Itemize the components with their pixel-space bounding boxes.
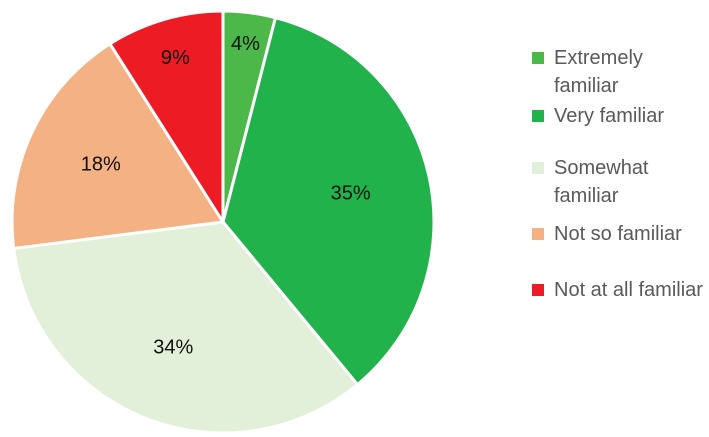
legend-swatch-extremely-familiar: [532, 52, 544, 64]
legend-swatch-not-so-familiar: [532, 228, 544, 240]
legend-item-not-so-familiar: Not so familiar: [530, 220, 705, 248]
pie-slice-not-at-all-familiar: [108, 9, 225, 224]
legend-item-somewhat-familiar: Somewhat familiar: [530, 154, 705, 210]
data-label-not-so-familiar: 18%: [81, 154, 121, 176]
pie-slice-not-so-familiar: [10, 42, 225, 250]
legend-swatch-very-familiar: [532, 110, 544, 122]
data-label-not-at-all-familiar: 9%: [161, 47, 190, 69]
legend-item-extremely-familiar: Extremely familiar: [530, 44, 705, 100]
legend-item-very-familiar: Very familiar: [530, 102, 705, 130]
pie-chart: 4% 35% 34% 18% 9%: [10, 9, 436, 435]
data-label-very-familiar: 35%: [331, 182, 371, 204]
data-label-somewhat-familiar: 34%: [153, 337, 193, 359]
legend-label-somewhat-familiar: Somewhat familiar: [554, 157, 649, 207]
legend-item-not-at-all-familiar: Not at all familiar: [530, 276, 705, 304]
legend-label-extremely-familiar: Extremely familiar: [554, 47, 643, 97]
legend-swatch-somewhat-familiar: [532, 162, 544, 174]
legend-swatch-not-at-all-familiar: [532, 284, 544, 296]
data-label-extremely-familiar: 4%: [231, 33, 260, 55]
legend-label-not-at-all-familiar: Not at all familiar: [554, 279, 703, 301]
pie-slice-somewhat-familiar: [12, 220, 359, 435]
legend: Extremely familiar Very familiar Somewhat …: [530, 40, 705, 304]
legend-label-not-so-familiar: Not so familiar: [554, 223, 682, 245]
legend-label-very-familiar: Very familiar: [554, 105, 665, 127]
pie-slice-very-familiar: [221, 16, 436, 387]
